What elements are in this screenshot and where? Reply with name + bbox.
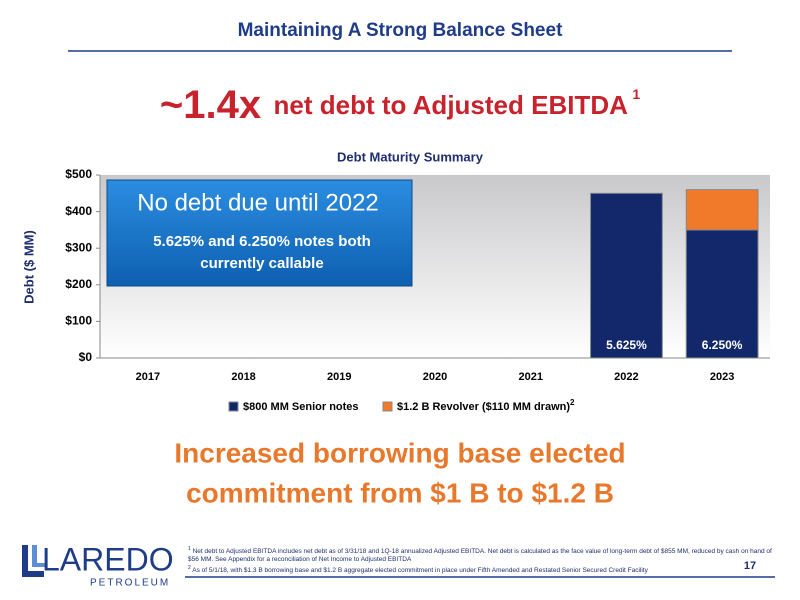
logo-bar [22, 545, 28, 577]
headline: ~1.4x net debt to Adjusted EBITDA 1 [160, 83, 640, 127]
logo: LAREDO PETROLEUM [22, 541, 174, 589]
x-tick-label: 2022 [614, 371, 638, 383]
legend-entry: $1.2 B Revolver ($110 MM drawn)2 [397, 398, 575, 413]
x-tick-label: 2020 [423, 371, 447, 383]
bar-segment [685, 229, 759, 359]
logo-name: LAREDO [42, 541, 174, 577]
footnotes: 1 Net debt to Adjusted EBITDA includes n… [188, 545, 773, 575]
x-tick-label: 2017 [136, 371, 160, 383]
message-line: commitment from $1 B to $1.2 B [186, 477, 614, 508]
y-tick-label: $200 [65, 277, 92, 291]
logo-bar [32, 545, 37, 567]
y-tick-label: $0 [79, 350, 93, 364]
y-tick-label: $400 [65, 204, 92, 218]
legend-swatch [382, 401, 393, 412]
chart-title: Debt Maturity Summary [337, 149, 484, 164]
callout-title: No debt due until 2022 [137, 189, 379, 216]
page-number: 17 [744, 560, 756, 572]
bar-label: 5.625% [606, 338, 647, 352]
y-tick-label: $300 [65, 240, 92, 254]
y-axis-label: Debt ($ MM) [21, 230, 36, 304]
bar-segment [685, 189, 759, 231]
footnote-text: Net debt to Adjusted EBITDA includes net… [188, 548, 772, 564]
callout-line: 5.625% and 6.250% notes both [153, 233, 371, 250]
footnote-mark: 2 [188, 565, 191, 572]
legend-entry: $800 MM Senior notes [243, 401, 359, 413]
legend-swatch [228, 401, 239, 412]
y-tick-label: $100 [65, 314, 92, 328]
x-tick-label: 2023 [710, 371, 734, 383]
bar-segment [590, 192, 663, 359]
footnote: 1 Net debt to Adjusted EBITDA includes n… [188, 545, 773, 564]
callout-line: currently callable [200, 255, 323, 272]
headline-footnote-ref: 1 [632, 86, 640, 102]
message-line: Increased borrowing base elected [174, 437, 625, 468]
headline-text: net debt to Adjusted EBITDA [274, 90, 629, 120]
x-tick-label: 2018 [231, 371, 255, 383]
x-tick-label: 2019 [327, 371, 351, 383]
y-tick-label: $500 [65, 167, 92, 181]
footnote-mark: 1 [188, 546, 191, 552]
x-tick-label: 2021 [518, 371, 542, 383]
logo-bar [22, 571, 44, 577]
logo-bar [32, 563, 46, 567]
legend-name: $800 MM Senior notes [243, 401, 359, 413]
logo-sub: PETROLEUM [90, 578, 170, 589]
headline-ratio: ~1.4x [160, 83, 261, 127]
callout-box [106, 179, 413, 287]
bar-label: 6.250% [702, 338, 743, 352]
slide-title: Maintaining A Strong Balance Sheet [238, 20, 563, 41]
legend-footnote-ref: 2 [570, 398, 575, 407]
footnote: 2 As of 5/1/18, with $1.3 B borrowing ba… [188, 564, 773, 575]
footnote-text: As of 5/1/18, with $1.3 B borrowing base… [192, 567, 648, 575]
legend-name: $1.2 B Revolver ($110 MM drawn) [397, 401, 570, 413]
chart-marks: $0 $100 $200 $300 $400 $500 2017 2018 2019 2020 20… [65, 167, 770, 413]
